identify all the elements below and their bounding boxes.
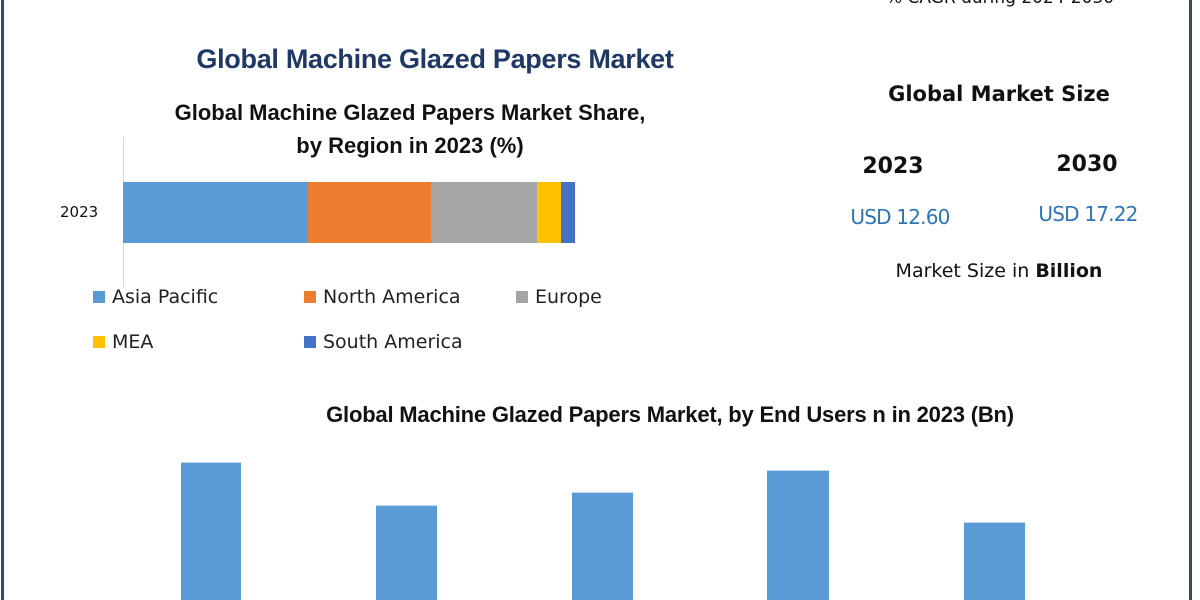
legend-swatch-mea bbox=[93, 336, 105, 348]
legend-item-north-america: North America bbox=[304, 286, 461, 308]
market-size-title: Global Market Size bbox=[888, 82, 1110, 106]
market-size-year-2030: 2030 bbox=[1056, 152, 1118, 177]
segment-mea bbox=[537, 182, 561, 243]
end-user-bar-4 bbox=[767, 470, 829, 600]
legend-label: South America bbox=[323, 331, 463, 353]
segment-asia-pacific bbox=[123, 182, 308, 243]
legend-swatch-europe bbox=[516, 291, 528, 303]
legend-swatch-asia-pacific bbox=[93, 291, 105, 303]
region-share-chart-title: Global Machine Glazed Papers Market Shar… bbox=[120, 96, 700, 162]
legend-swatch-north-america bbox=[304, 291, 316, 303]
segment-south-america bbox=[561, 182, 575, 243]
legend-item-south-america: South America bbox=[304, 331, 463, 353]
market-size-unit-note: Market Size in Billion bbox=[860, 260, 1138, 282]
unit-note-unit: Billion bbox=[1035, 260, 1103, 282]
region-share-title-line2: by Region in 2023 (%) bbox=[296, 133, 524, 158]
end-users-chart-title: Global Machine Glazed Papers Market, by … bbox=[326, 402, 1014, 427]
main-title: Global Machine Glazed Papers Market bbox=[196, 44, 674, 74]
end-user-bar-1 bbox=[181, 462, 241, 600]
market-size-year-2023: 2023 bbox=[862, 154, 924, 179]
end-user-bar-5 bbox=[964, 522, 1025, 600]
region-stacked-bar bbox=[123, 182, 575, 243]
legend-label: North America bbox=[323, 286, 461, 308]
end-user-bar-2 bbox=[376, 505, 437, 600]
market-size-value-2023: USD 12.60 bbox=[850, 205, 950, 229]
end-user-bar-3 bbox=[572, 492, 633, 600]
legend-item-europe: Europe bbox=[516, 286, 602, 308]
legend-item-mea: MEA bbox=[93, 331, 153, 353]
legend-item-asia-pacific: Asia Pacific bbox=[93, 286, 218, 308]
legend-label: Europe bbox=[535, 286, 602, 308]
unit-note-prefix: Market Size in bbox=[895, 260, 1036, 282]
frame-border-right bbox=[1189, 0, 1192, 600]
frame-border-left bbox=[1, 0, 4, 600]
legend-swatch-south-america bbox=[304, 336, 316, 348]
market-size-value-2030: USD 17.22 bbox=[1038, 202, 1138, 226]
segment-north-america bbox=[308, 182, 431, 243]
segment-europe bbox=[431, 182, 537, 243]
legend-label: Asia Pacific bbox=[112, 286, 219, 308]
region-share-title-line1: Global Machine Glazed Papers Market Shar… bbox=[174, 100, 646, 125]
legend-label: MEA bbox=[112, 331, 154, 353]
cagr-text-cut: % CAGR during 2024-2030 bbox=[880, 0, 1120, 8]
category-label-2023: 2023 bbox=[60, 203, 99, 221]
